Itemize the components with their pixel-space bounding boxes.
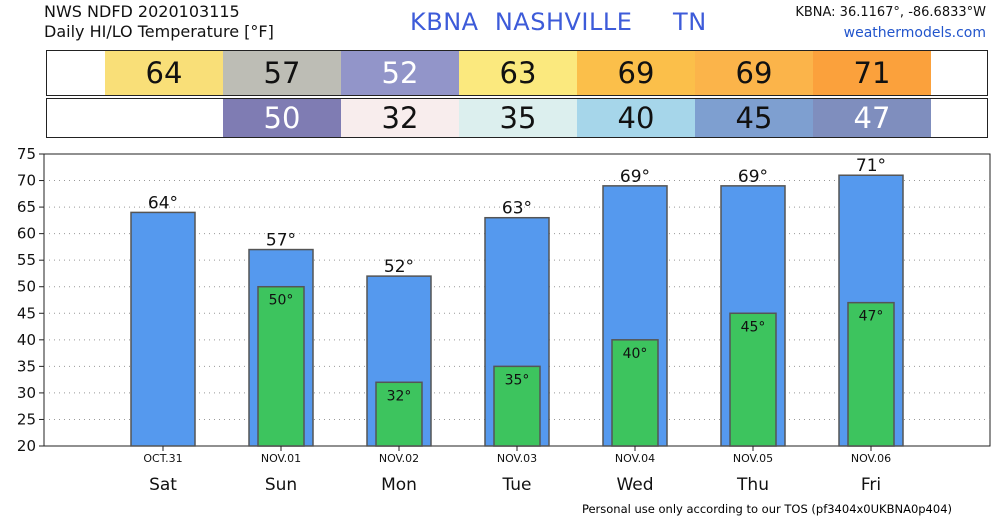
hi-strip-value: 71 xyxy=(853,56,891,90)
lo-bar-label: 32° xyxy=(387,388,412,404)
lo-strip-cell: 35 xyxy=(459,99,577,137)
lo-bar-label: 50° xyxy=(269,293,294,309)
lo-strip-cell: 40 xyxy=(577,99,695,137)
lo-strip-value: 50 xyxy=(263,101,301,135)
hi-strip-value: 57 xyxy=(263,56,301,90)
lo-bar xyxy=(375,381,423,447)
station-title: KBNA NASHVILLE TN xyxy=(410,8,707,36)
y-tick-label: 40 xyxy=(17,331,36,349)
tos-footer: Personal use only according to our TOS (… xyxy=(581,502,952,516)
y-tick-label: 20 xyxy=(17,437,36,455)
lo-bar xyxy=(847,301,895,447)
hi-strip-value: 69 xyxy=(617,56,655,90)
model-run-label: NWS NDFD 2020103115 xyxy=(44,2,240,21)
x-date-label: NOV.05 xyxy=(733,452,773,465)
lo-strip-value: 35 xyxy=(499,101,537,135)
x-day-label: Mon xyxy=(381,475,417,495)
station-coords-block: KBNA: 36.1167°, -86.6833°W weathermodels… xyxy=(795,3,986,43)
hi-strip-cell: 69 xyxy=(695,51,813,95)
lo-strip-cell: 47 xyxy=(813,99,931,137)
x-date-label: NOV.06 xyxy=(851,452,891,465)
hi-bar-label: 69° xyxy=(738,167,768,187)
lo-strip-value: 32 xyxy=(381,101,419,135)
hi-strip-cell: 64 xyxy=(105,51,223,95)
lo-bar-label: 35° xyxy=(505,372,530,388)
hi-bar-label: 63° xyxy=(502,199,532,219)
hi-strip-value: 64 xyxy=(145,56,183,90)
x-date-label: OCT.31 xyxy=(143,452,182,465)
lo-strip-cell: 50 xyxy=(223,99,341,137)
lo-bar-label: 45° xyxy=(741,319,766,335)
hi-bar-label: 71° xyxy=(856,156,886,176)
station-coords: KBNA: 36.1167°, -86.6833°W xyxy=(795,5,986,20)
y-tick-label: 70 xyxy=(17,172,36,190)
x-day-label: Sat xyxy=(149,475,177,495)
hi-bar-label: 52° xyxy=(384,257,414,277)
x-day-label: Sun xyxy=(265,475,297,495)
lo-strip-cell: 32 xyxy=(341,99,459,137)
hi-strip-cell: 57 xyxy=(223,51,341,95)
lo-bar xyxy=(257,285,305,447)
hi-bar-label: 64° xyxy=(148,193,178,213)
y-tick-label: 50 xyxy=(17,278,36,296)
lo-temperature-strip: 50 32 35 40 45 47 xyxy=(46,98,988,138)
lo-bar-label: 47° xyxy=(859,309,884,325)
y-tick-label: 65 xyxy=(17,198,36,216)
lo-bar-label: 40° xyxy=(623,346,648,362)
y-tick-label: 45 xyxy=(17,304,36,322)
temperature-bar-chart: 20 25 30 35 40 45 50 55 60 65 70 75 64° OCT.31 Sat 57° 5… xyxy=(17,145,991,495)
hi-temperature-strip: 64 57 52 63 69 69 71 xyxy=(46,50,988,96)
hi-bar xyxy=(130,211,196,447)
x-day-label: Wed xyxy=(616,475,653,495)
x-day-label: Thu xyxy=(736,475,769,495)
x-date-label: NOV.03 xyxy=(497,452,537,465)
x-day-label: Tue xyxy=(501,475,531,495)
hi-bar-label: 69° xyxy=(620,167,650,187)
chart-header-info: NWS NDFD 2020103115 Daily HI/LO Temperat… xyxy=(44,2,274,42)
hi-bar-label: 57° xyxy=(266,231,296,251)
hi-strip-cell: 71 xyxy=(813,51,931,95)
y-tick-label: 75 xyxy=(17,145,36,163)
x-day-label: Fri xyxy=(861,475,881,495)
y-tick-label: 35 xyxy=(17,357,36,375)
lo-strip-value: 45 xyxy=(735,101,773,135)
lo-strip-value: 40 xyxy=(617,101,655,135)
y-tick-label: 25 xyxy=(17,410,36,428)
x-date-label: NOV.04 xyxy=(615,452,655,465)
y-tick-label: 30 xyxy=(17,384,36,402)
lo-strip-value: 47 xyxy=(853,101,891,135)
x-date-label: NOV.01 xyxy=(261,452,301,465)
y-tick-label: 55 xyxy=(17,251,36,269)
hi-strip-value: 63 xyxy=(499,56,537,90)
hi-strip-cell: 69 xyxy=(577,51,695,95)
product-label: Daily HI/LO Temperature [°F] xyxy=(44,22,274,41)
y-tick-label: 60 xyxy=(17,225,36,243)
hi-strip-cell: 52 xyxy=(341,51,459,95)
site-link[interactable]: weathermodels.com xyxy=(843,25,986,41)
x-date-label: NOV.02 xyxy=(379,452,419,465)
lo-strip-cell xyxy=(105,99,223,137)
hi-strip-cell: 63 xyxy=(459,51,577,95)
hi-strip-value: 52 xyxy=(381,56,419,90)
lo-strip-cell: 45 xyxy=(695,99,813,137)
hi-strip-value: 69 xyxy=(735,56,773,90)
